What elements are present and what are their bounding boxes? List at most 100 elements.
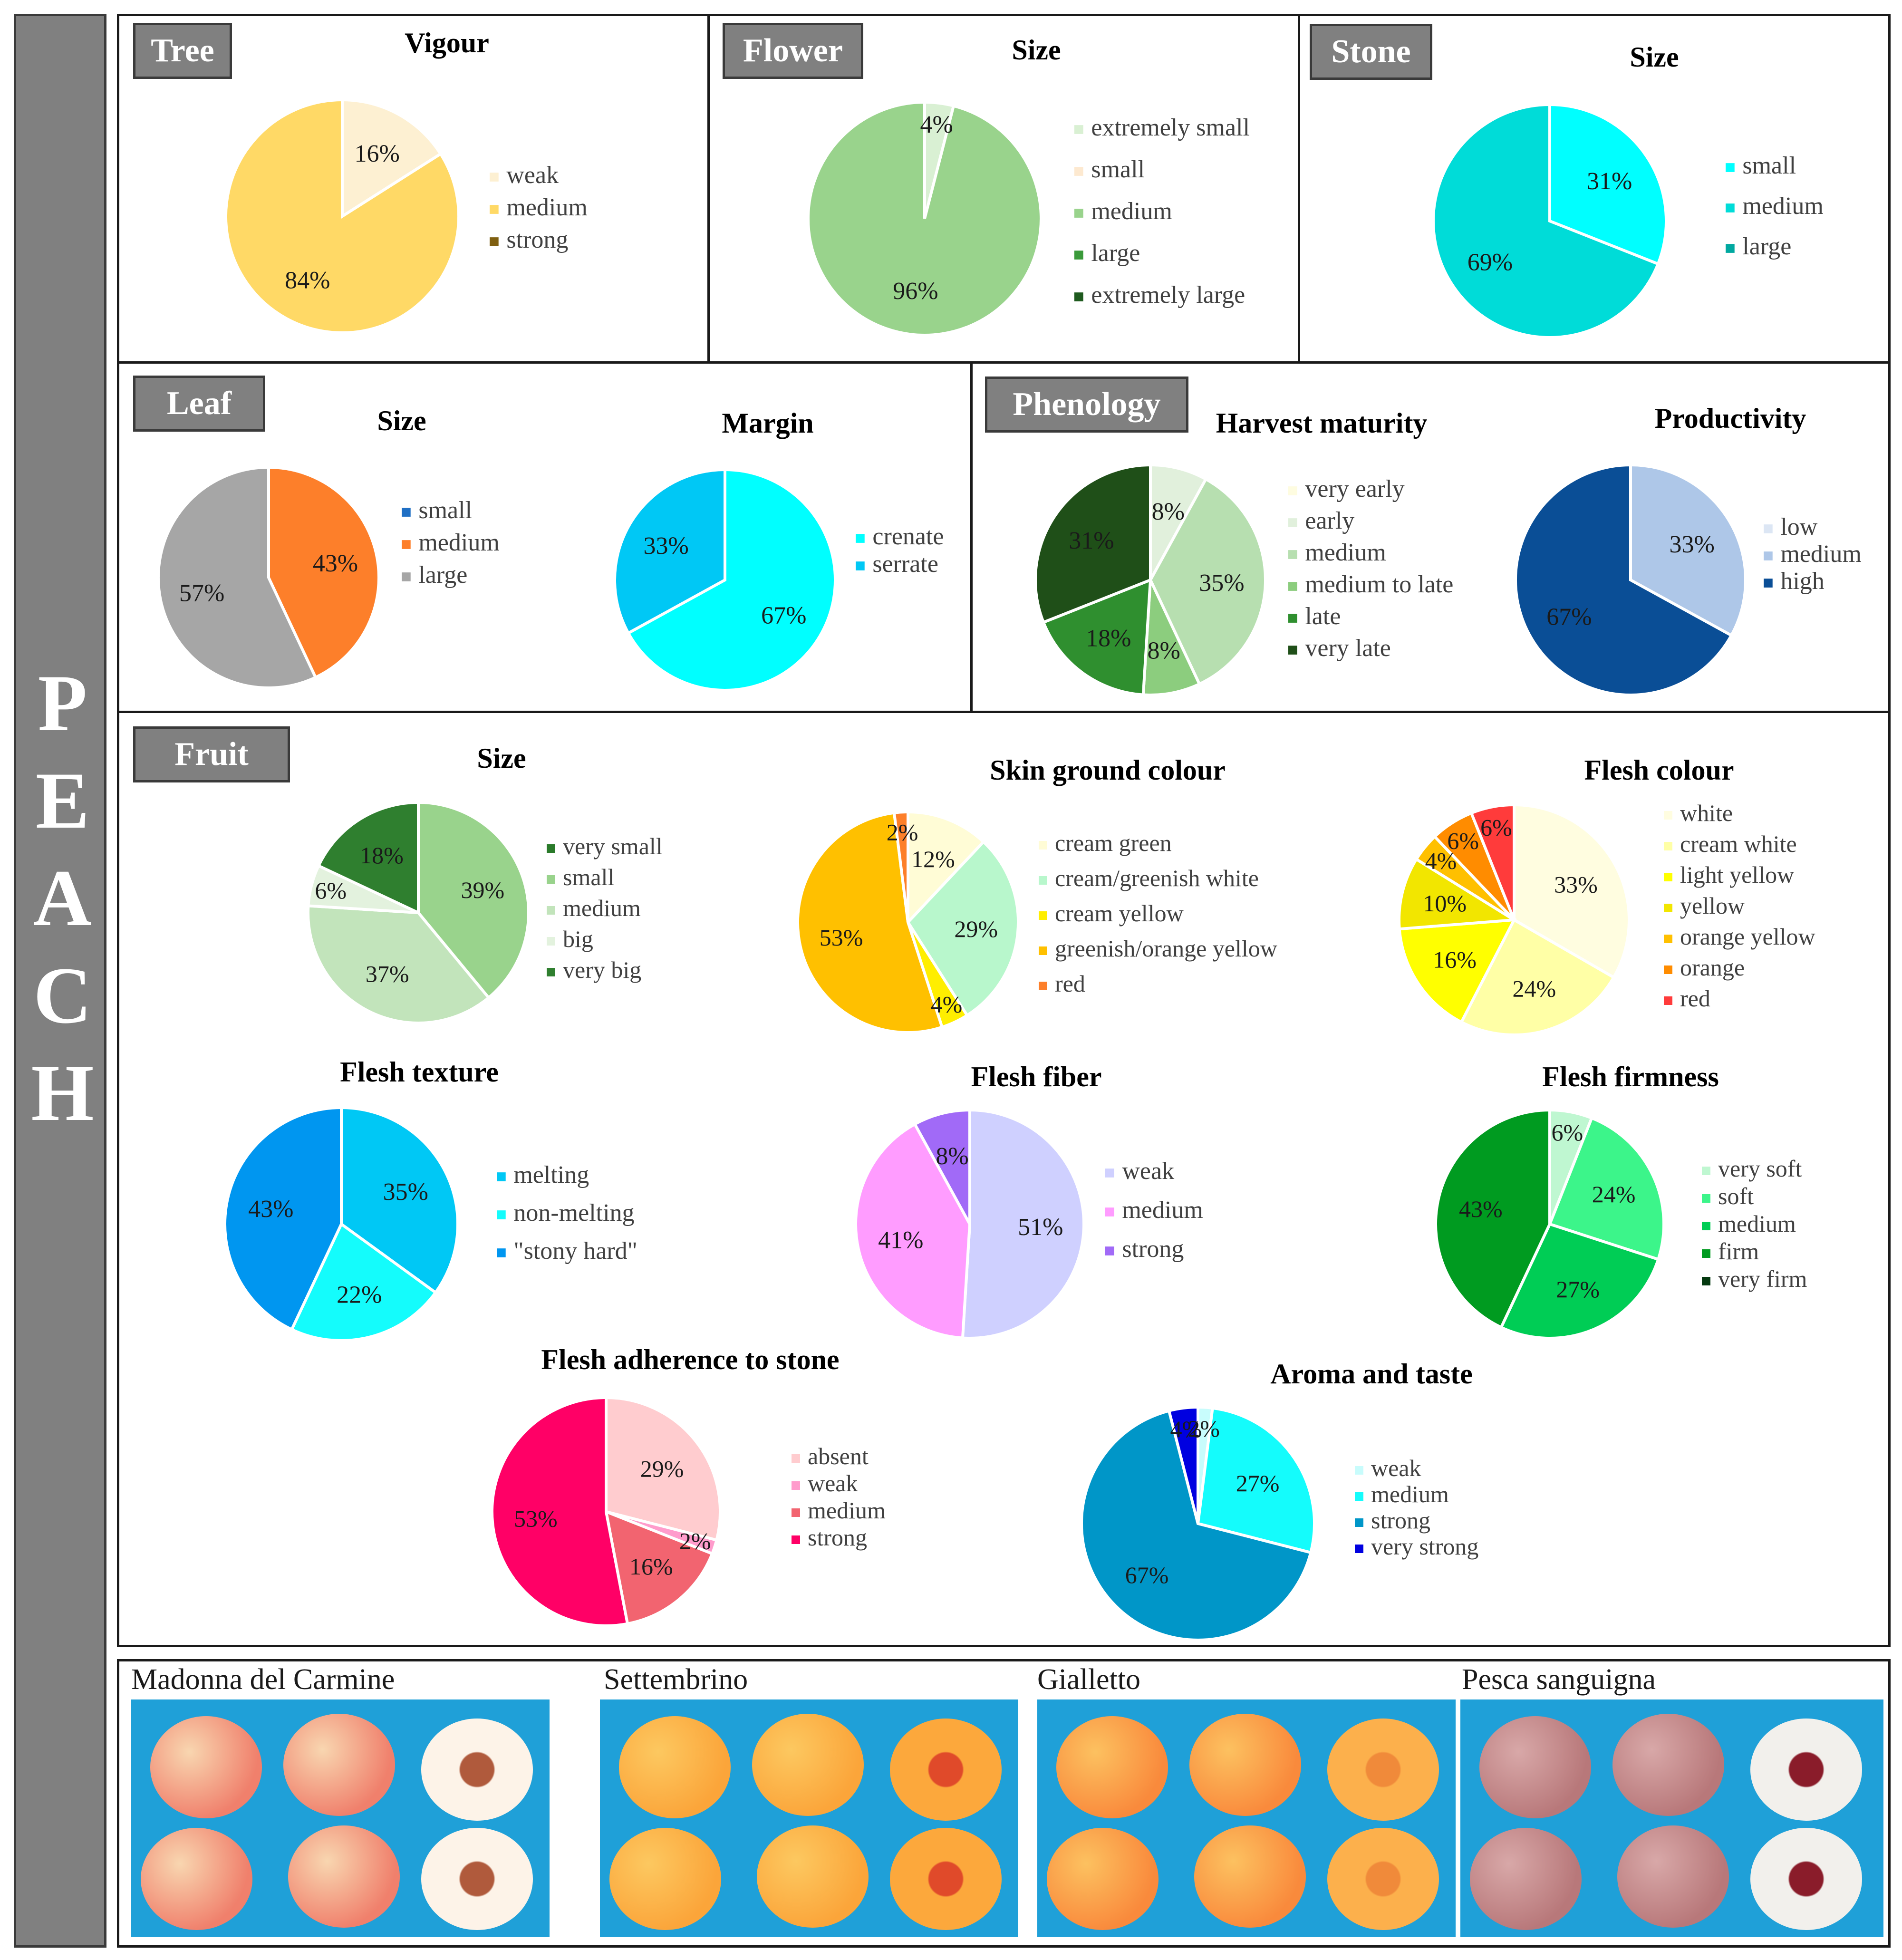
legend-swatch <box>402 572 411 581</box>
legend-label: strong <box>1122 1236 1184 1263</box>
legend-label: very big <box>563 956 641 983</box>
data-label: 35% <box>1199 570 1244 597</box>
legend-swatch <box>1074 251 1083 260</box>
legend-label: medium <box>1742 193 1823 220</box>
legend-swatch <box>1288 582 1297 591</box>
variety-photo <box>1037 1699 1456 1937</box>
data-label: 33% <box>1554 871 1598 898</box>
legend-label: red <box>1055 970 1085 997</box>
legend-swatch <box>1726 244 1735 253</box>
peach-whole-fruit <box>1617 1825 1729 1928</box>
pie-chart-flower-size: Size 4% 96% extremely small small medium large… <box>807 34 1250 337</box>
legend-swatch <box>1664 904 1672 912</box>
legend-label: very early <box>1305 475 1404 502</box>
legend-swatch <box>402 508 411 517</box>
legend-swatch <box>402 540 411 549</box>
pie-slice-strong <box>491 1396 629 1627</box>
side-letter: P <box>38 658 87 748</box>
legend-label: "stony hard" <box>513 1237 637 1265</box>
pie-slice-late <box>1042 578 1152 696</box>
data-label: 18% <box>360 842 404 869</box>
section-tag-tree: Tree <box>133 23 232 79</box>
peach-half-cut <box>890 1828 1002 1930</box>
legend-swatch <box>1039 911 1047 920</box>
legend-swatch <box>1074 292 1083 301</box>
data-label: 8% <box>1147 637 1180 665</box>
data-label: 39% <box>461 877 505 903</box>
pie-chart-fruit-flesh-firmness: Flesh firmness 6% 24% 27% 43% very softsoftme… <box>1434 1061 1807 1340</box>
legend-label: cream yellow <box>1055 900 1184 927</box>
legend-label: medium <box>1091 198 1172 225</box>
legend-label: very small <box>563 833 663 859</box>
legend-swatch <box>1355 1518 1363 1527</box>
pie-slice-soft <box>1548 1116 1665 1261</box>
pie-chart-tree-vigour: Vigour 16% 84% weak medium strong <box>224 27 588 334</box>
legend-label: red <box>1680 985 1710 1012</box>
legend-label: white <box>1680 800 1733 826</box>
pie-slice-white <box>1513 803 1631 980</box>
data-label: 96% <box>893 278 938 305</box>
legend-swatch <box>547 875 555 884</box>
pie-slice-very-big <box>317 801 420 915</box>
section-tag-phenology: Phenology <box>985 377 1188 433</box>
legend-label: medium <box>563 895 641 921</box>
data-label: 31% <box>1069 527 1114 554</box>
data-label: 4% <box>931 991 963 1018</box>
pie-slice-large <box>157 465 318 689</box>
legend-label: weak <box>1371 1455 1421 1481</box>
chart-title: Productivity <box>1655 403 1806 434</box>
peach-whole-fruit <box>752 1714 864 1816</box>
data-label: 35% <box>383 1178 428 1206</box>
chart-title: Size <box>477 743 526 774</box>
pie-slice--stony-hard- <box>223 1106 343 1332</box>
peach-half-cut <box>1750 1828 1862 1930</box>
legend-swatch <box>1664 842 1672 850</box>
chart-title: Margin <box>722 407 813 439</box>
side-letter: C <box>33 951 92 1040</box>
pie-slice-very-strong <box>1167 1405 1199 1524</box>
legend-swatch <box>792 1508 800 1517</box>
legend-label: high <box>1780 568 1824 595</box>
legend-label: large <box>1091 240 1140 267</box>
variety-caption: Madonna del Carmine <box>131 1663 395 1696</box>
chart-title: Aroma and taste <box>1270 1358 1473 1390</box>
data-label: 53% <box>820 924 863 951</box>
peach-half-cut <box>1750 1719 1862 1821</box>
legend-swatch <box>856 534 865 543</box>
legend-swatch <box>1664 996 1672 1005</box>
data-label: 33% <box>1669 531 1714 558</box>
legend-swatch <box>856 561 865 570</box>
data-label: 67% <box>761 602 806 629</box>
legend-label: strong <box>808 1524 867 1551</box>
legend-swatch <box>497 1210 506 1219</box>
peach-whole-fruit <box>288 1825 400 1928</box>
data-label: 37% <box>366 961 409 987</box>
pie-slice-early <box>1149 463 1208 581</box>
legend-label: big <box>563 926 593 952</box>
data-label: 8% <box>936 1143 968 1170</box>
pie-chart-fruit-size: Size 39% 37% 6% 18% very small small medium big v… <box>307 743 663 1024</box>
chart-title: Size <box>1012 34 1061 66</box>
pie-slice-small <box>1548 103 1668 266</box>
legend-label: very strong <box>1371 1533 1478 1560</box>
peach-whole-fruit <box>619 1716 731 1818</box>
pie-slice-medium <box>1149 477 1267 686</box>
side-label-bar: P E A C H <box>14 14 106 1948</box>
legend-swatch <box>1039 841 1047 850</box>
pie-chart-fruit-aroma-taste: Aroma and taste 2% 27% 67% 4% weakmediumstron… <box>1080 1358 1478 1642</box>
legend-label: crenate <box>872 523 944 550</box>
peach-whole-fruit <box>1189 1714 1301 1816</box>
legend-swatch <box>1074 125 1083 134</box>
legend-label: medium <box>418 529 499 556</box>
legend-label: medium to late <box>1305 571 1453 598</box>
legend-label: soft <box>1718 1183 1754 1209</box>
pie-chart-phenology-harvest: Harvest maturity 8% 35% 8% 18% 31% very early e… <box>1034 407 1453 696</box>
variety-caption: Settembrino <box>604 1663 748 1696</box>
legend-label: medium <box>1305 539 1386 566</box>
legend-swatch <box>547 937 555 946</box>
chart-title: Size <box>377 405 426 436</box>
data-label: 2% <box>679 1527 711 1554</box>
